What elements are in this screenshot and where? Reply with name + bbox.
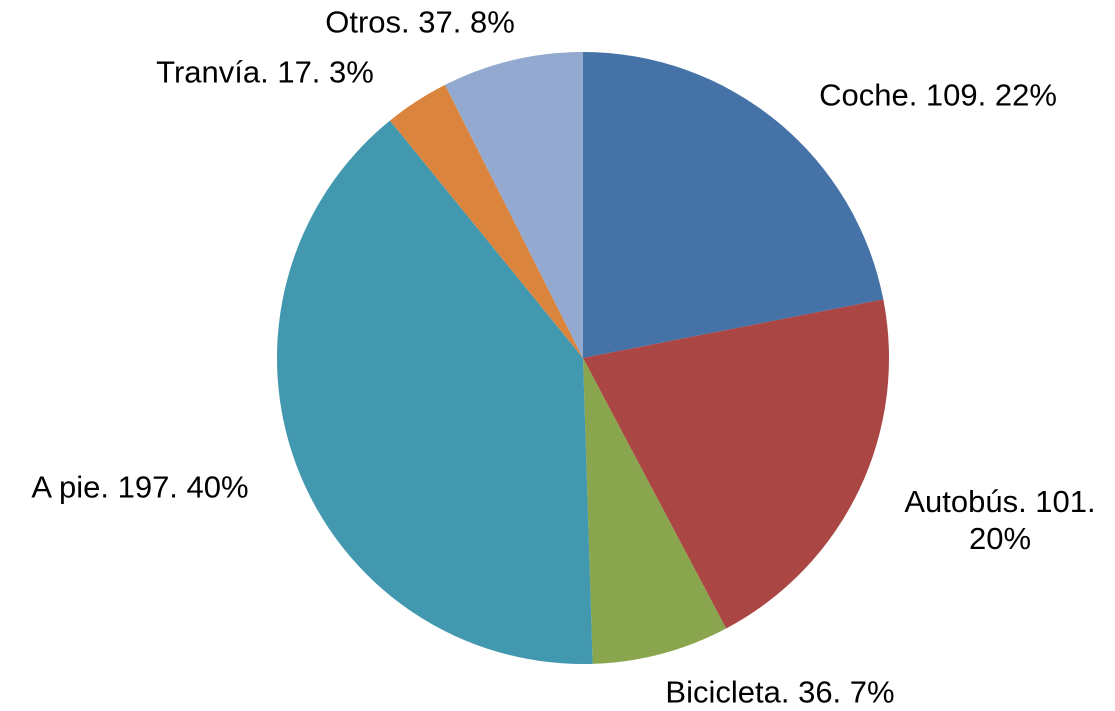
pie-slice [276, 120, 593, 664]
pie-slice [583, 299, 889, 629]
pie-slice [583, 52, 884, 358]
pie-slice [389, 84, 583, 359]
data-label: Tranvía. 17. 3% [156, 54, 374, 90]
data-label: Autobús. 101. 20% [904, 483, 1096, 556]
data-label: Otros. 37. 8% [325, 4, 515, 40]
pie-slice [445, 52, 583, 358]
data-label: Bicicleta. 36. 7% [665, 674, 895, 710]
data-label: Coche. 109. 22% [819, 77, 1057, 113]
data-label: A pie. 197. 40% [31, 469, 249, 505]
pie-slice [583, 358, 727, 664]
